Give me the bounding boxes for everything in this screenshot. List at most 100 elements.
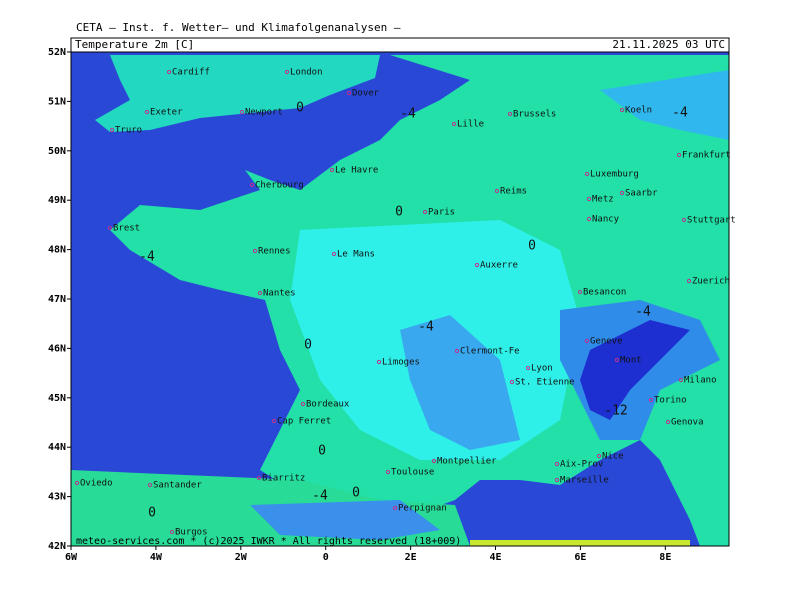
city-label: Bordeaux — [306, 400, 350, 410]
contour-label: 0 — [304, 338, 312, 353]
city-label: Truro — [115, 126, 142, 136]
city-marker — [239, 109, 245, 115]
y-tick-label: 50N — [48, 146, 66, 157]
header-time: 21.11.2025 03 UTC — [612, 38, 725, 51]
city-marker — [74, 480, 80, 486]
city-label: Le Mans — [337, 250, 375, 260]
city-label: Montpellier — [437, 457, 497, 467]
x-tick-label: 8E — [659, 552, 671, 563]
city-label: Zuerich — [692, 277, 730, 287]
city-label: Saarbr — [625, 189, 658, 199]
city-marker — [681, 217, 687, 223]
city-marker — [676, 152, 682, 158]
city-marker — [596, 453, 602, 459]
city-marker — [271, 418, 277, 424]
contour-label: 0 — [148, 506, 156, 521]
city-marker — [329, 167, 335, 173]
city-marker — [577, 289, 583, 295]
city-label: Clermont-Fe — [460, 347, 520, 357]
city-label: Milano — [684, 376, 717, 386]
y-tick-label: 43N — [48, 492, 66, 503]
city-marker — [554, 461, 560, 467]
city-label: Stuttgart — [687, 216, 736, 226]
contour-label: 0 — [395, 205, 403, 220]
city-marker — [392, 505, 398, 511]
city-marker — [586, 216, 592, 222]
city-label: Nancy — [592, 215, 620, 225]
y-tick-label: 49N — [48, 195, 66, 206]
city-label: Limoges — [382, 358, 420, 368]
city-label: Nantes — [263, 289, 296, 299]
city-marker — [166, 69, 172, 75]
city-label: St. Etienne — [515, 378, 575, 388]
city-marker — [509, 379, 515, 385]
y-tick-label: 42N — [48, 541, 66, 552]
city-marker — [584, 171, 590, 177]
city-marker — [300, 401, 306, 407]
city-label: Besancon — [583, 288, 626, 298]
city-marker — [147, 482, 153, 488]
city-marker — [169, 529, 175, 535]
city-marker — [584, 338, 590, 344]
y-tick-label: 47N — [48, 294, 66, 305]
y-tick-label: 51N — [48, 96, 66, 107]
city-label: Luxemburg — [590, 170, 639, 180]
city-marker — [249, 182, 255, 188]
city-label: Geneve — [590, 337, 623, 347]
city-label: Paris — [428, 208, 455, 218]
city-marker — [586, 196, 592, 202]
x-tick-label: 0 — [323, 552, 329, 563]
header-institute: CETA – Inst. f. Wetter– und Klimafolgena… — [76, 21, 401, 34]
city-label: Cap Ferret — [277, 417, 331, 427]
city-label: Brussels — [513, 110, 556, 120]
contour-label: 0 — [528, 239, 536, 254]
city-marker — [109, 127, 115, 133]
city-label: Rennes — [258, 247, 291, 257]
contour-label: -4 — [400, 107, 416, 122]
x-tick-label: 4W — [150, 552, 163, 563]
map-background — [71, 52, 729, 546]
contour-label: -4 — [139, 250, 155, 265]
contour-label: 0 — [318, 444, 326, 459]
contour-label: -4 — [312, 489, 328, 504]
city-label: Santander — [153, 481, 202, 491]
city-marker — [331, 251, 337, 257]
city-marker — [678, 377, 684, 383]
city-marker — [346, 90, 352, 96]
city-marker — [648, 397, 654, 403]
city-marker — [494, 188, 500, 194]
x-tick-label: 2E — [405, 552, 417, 563]
city-marker — [107, 225, 113, 231]
city-label: Dover — [352, 89, 380, 99]
contour-label: -4 — [672, 106, 688, 121]
y-tick-label: 46N — [48, 343, 66, 354]
city-label: Metz — [592, 195, 614, 205]
y-tick-label: 45N — [48, 393, 66, 404]
city-label: Genova — [671, 418, 704, 428]
city-marker — [686, 278, 692, 284]
city-label: Perpignan — [398, 504, 447, 514]
contour-label: 0 — [296, 101, 304, 116]
city-label: Lille — [457, 120, 484, 130]
city-label: Marseille — [560, 476, 609, 486]
city-marker — [525, 365, 531, 371]
city-label: Biarritz — [262, 474, 305, 484]
city-label: Exeter — [150, 108, 183, 118]
x-tick-label: 6E — [574, 552, 586, 563]
city-label: Lyon — [531, 364, 553, 374]
contour-label: -4 — [635, 305, 651, 320]
city-label: London — [290, 68, 323, 78]
city-marker — [256, 475, 262, 481]
contour-label: 0 — [352, 486, 360, 501]
x-tick-label: 4E — [489, 552, 501, 563]
city-marker — [614, 357, 620, 363]
footer: meteo-services.com * (c)2025 IWKR * All … — [76, 536, 461, 547]
city-label: Mont — [620, 356, 642, 366]
city-marker — [422, 209, 428, 215]
city-marker — [144, 109, 150, 115]
city-marker — [619, 107, 625, 113]
city-label: Koeln — [625, 106, 652, 116]
city-label: Nice — [602, 452, 624, 462]
city-marker — [252, 248, 258, 254]
